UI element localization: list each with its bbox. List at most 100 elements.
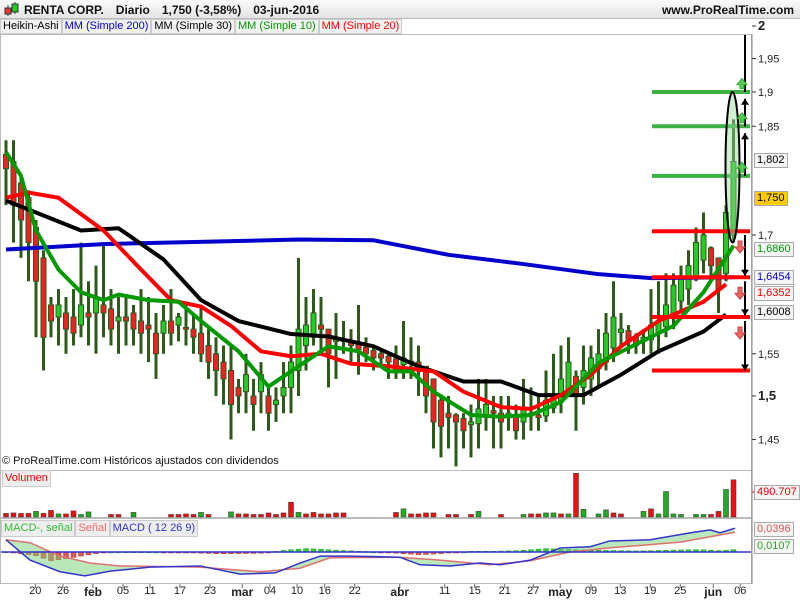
volume-bar [640, 511, 647, 518]
volume-bar [33, 511, 39, 518]
volume-bar [400, 508, 407, 518]
candle-down [205, 345, 212, 363]
volume-bar [535, 513, 542, 518]
legend-item[interactable]: MM (Simple 200) [61, 19, 152, 34]
price-label: 1,750 [754, 190, 788, 206]
volume-bar [430, 512, 437, 518]
candle-up [730, 160, 737, 236]
main-plot [3, 35, 750, 467]
candle-down [490, 410, 497, 414]
candle-down [153, 332, 159, 355]
x-tick-label: 17 [173, 585, 187, 597]
candle-down [108, 308, 114, 330]
volume-bar [528, 513, 534, 518]
price-label: 1,6454 [754, 269, 794, 285]
price-label: 1,802 [754, 153, 788, 169]
price-label: 1,6860 [754, 241, 794, 257]
candle-down [63, 312, 69, 330]
volume-bar [250, 514, 257, 518]
volume-bar [258, 514, 264, 518]
volume-bar [235, 513, 242, 518]
x-tick-label: abr [390, 585, 410, 599]
volume-bar [678, 514, 684, 518]
candle-down [363, 346, 369, 355]
volume-bar [55, 513, 62, 518]
volume-bar [603, 509, 609, 518]
volume-bar [10, 512, 17, 518]
site-link[interactable]: www.ProRealTime.com [661, 3, 794, 17]
candle-down [378, 353, 384, 359]
candle-down [48, 304, 54, 322]
volume-bar [475, 511, 482, 518]
macd-signal-cloud [6, 528, 735, 576]
macd-hist-value-label: 0,0107 [754, 539, 794, 554]
volume-bar [663, 491, 669, 518]
volume-bar [520, 514, 527, 518]
candle-up [273, 399, 279, 406]
legend-item[interactable]: Heikin-Ashi [0, 19, 62, 34]
legend-item[interactable]: MM (Simple 30) [151, 19, 236, 34]
volume-bar [190, 514, 197, 518]
volume-bar [655, 513, 662, 518]
volume-bar [333, 512, 339, 518]
candle-down [198, 332, 204, 355]
down-arrow-head [741, 269, 749, 276]
volume-bar [670, 513, 677, 518]
x-tick-label: 05 [116, 585, 130, 597]
volume-bar [228, 511, 234, 518]
x-tick-label: jun [704, 585, 723, 599]
volume-bar [340, 512, 347, 518]
x-tick-label: 04 [263, 585, 277, 597]
volume-bar [63, 513, 69, 518]
volume-bar [303, 513, 309, 518]
candle-down [535, 414, 542, 419]
copyright-note: © ProRealTime.com Históricos ajustados c… [2, 455, 279, 467]
candle-down [235, 386, 242, 397]
title-bar: RENTA CORP. Diario 1,750 (-3,58%) 03-jun… [0, 0, 800, 19]
candle-down [145, 324, 152, 330]
candle-up [700, 234, 707, 261]
candle-up [678, 276, 684, 302]
volume-bar [115, 514, 122, 518]
candle-down [370, 349, 377, 359]
volume-bar [288, 501, 294, 518]
y-tick-label: 1,5 [758, 388, 776, 403]
x-tick-label: 09 [584, 585, 598, 597]
macd-signal-label: Señal [75, 520, 110, 537]
x-tick-label: 19 [644, 585, 657, 597]
volume-bar [453, 514, 459, 518]
up-arrow-head [741, 98, 749, 105]
volume-value-label: 490.707 [754, 485, 800, 500]
macd-value-label: 0,0396 [754, 522, 794, 537]
x-tick-label: 26 [56, 585, 70, 597]
quote-date: 03-jun-2016 [253, 3, 320, 17]
volume-bar [693, 514, 699, 518]
candle-up [78, 304, 84, 326]
volume-bar [415, 513, 422, 518]
macd-signal-line [5, 531, 736, 573]
volume-bar [295, 512, 302, 518]
x-tick-label: 11 [144, 585, 156, 597]
candle-down [168, 320, 174, 334]
x-tick-label: 11 [439, 585, 451, 597]
candle-down [100, 304, 107, 314]
candle-down [453, 414, 459, 423]
volume-bar [610, 512, 617, 518]
legend-item[interactable]: MM (Simple 20) [318, 19, 403, 34]
period: Diario [115, 3, 150, 17]
candle-up [693, 242, 699, 278]
volume-bar [730, 479, 737, 518]
volume-bar [543, 512, 549, 518]
volume-panel-frame [0, 470, 752, 518]
candle-up [115, 316, 122, 322]
up-arrow-head [741, 133, 749, 140]
moving-average-line [5, 190, 728, 411]
moving-average-line [4, 151, 736, 419]
volume-bar [393, 512, 399, 518]
volume-bar [648, 508, 654, 518]
legend-item[interactable]: MM (Simple 10) [235, 19, 319, 34]
volume-bar [565, 513, 572, 518]
x-tick-label: 20 [29, 585, 42, 597]
x-tick-label: 16 [318, 585, 331, 597]
